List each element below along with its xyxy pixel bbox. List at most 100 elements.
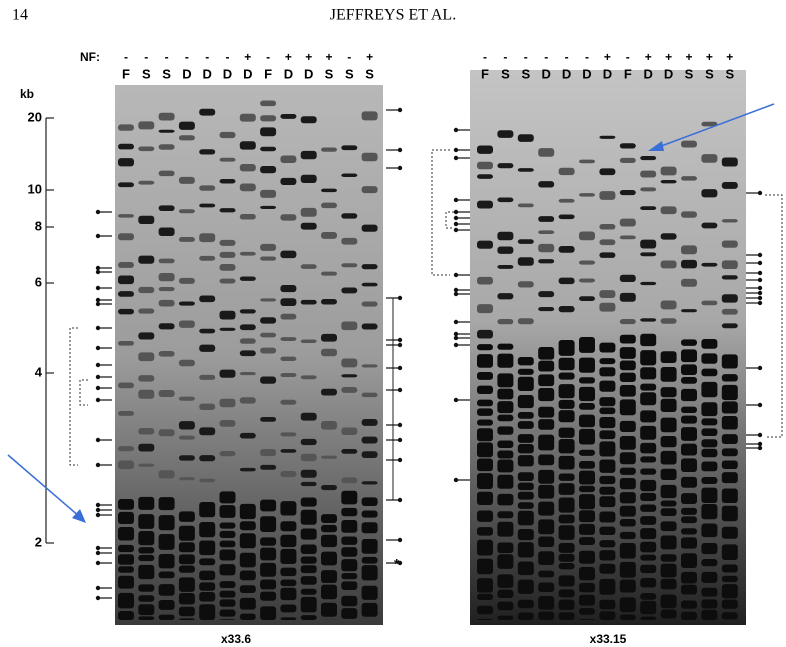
band: [199, 403, 216, 411]
band: [599, 168, 616, 176]
band: [579, 582, 595, 593]
bracket: [69, 327, 88, 466]
lane-label: D: [644, 66, 653, 81]
lane-sign: +: [305, 50, 312, 64]
band: [341, 490, 358, 505]
band: [219, 590, 236, 598]
band: [158, 533, 175, 550]
band: [558, 399, 575, 409]
band: [497, 426, 514, 435]
band: [260, 332, 277, 338]
band: [199, 328, 216, 334]
band: [497, 319, 514, 325]
band: [138, 584, 155, 592]
band: [619, 189, 636, 196]
band: [178, 593, 195, 605]
band: [361, 556, 378, 564]
band: [341, 386, 358, 393]
band: [477, 491, 493, 506]
band: [178, 455, 195, 461]
lane-label: S: [325, 66, 334, 81]
band: [219, 522, 236, 529]
band: [660, 318, 677, 324]
band: [579, 159, 595, 164]
band: [239, 397, 256, 404]
band: [158, 258, 175, 264]
band: [158, 129, 175, 133]
band: [239, 276, 256, 281]
band: [701, 262, 718, 267]
lane-sign: -: [165, 50, 169, 64]
band: [701, 448, 718, 458]
band: [721, 157, 738, 167]
band: [321, 271, 337, 276]
band: [239, 552, 256, 568]
band: [640, 578, 657, 588]
lane-label: S: [142, 66, 151, 81]
band: [681, 388, 697, 402]
band: [579, 550, 595, 564]
lane-sign: -: [483, 50, 487, 64]
band: [118, 275, 134, 285]
band: [361, 481, 378, 485]
band: [178, 121, 195, 130]
band: [178, 511, 195, 522]
band: [701, 121, 718, 127]
lane-sign: -: [266, 50, 270, 64]
band: [619, 542, 636, 559]
band: [178, 277, 195, 284]
band: [721, 460, 738, 470]
allele-dot: [453, 272, 459, 278]
band: [599, 367, 616, 377]
band: [660, 436, 677, 448]
allele-dot: [453, 147, 459, 153]
band: [517, 318, 534, 325]
lane-sign: -: [524, 50, 528, 64]
band: [599, 459, 616, 473]
band: [599, 611, 616, 620]
band: [497, 343, 514, 350]
band: [341, 287, 358, 294]
band: [118, 511, 134, 524]
band: [300, 264, 317, 269]
band: [260, 347, 277, 354]
band: [640, 528, 657, 540]
band: [219, 251, 236, 258]
band: [721, 260, 738, 270]
band: [341, 173, 358, 178]
band: [341, 507, 358, 517]
lane-label: D: [582, 66, 591, 81]
band: [280, 567, 297, 577]
band: [219, 491, 236, 504]
band: [701, 504, 718, 520]
lane-sign: -: [565, 50, 569, 64]
allele-dot: [95, 595, 101, 601]
band: [280, 399, 297, 405]
band: [300, 174, 317, 183]
band: [138, 308, 155, 314]
band: [660, 398, 677, 413]
band: [178, 209, 195, 214]
allele-dot: [95, 512, 101, 518]
band: [300, 412, 317, 421]
band: [118, 544, 134, 553]
band: [118, 382, 134, 389]
band: [477, 304, 493, 314]
band: [517, 168, 534, 172]
lane-label: S: [521, 66, 530, 81]
band: [538, 570, 555, 578]
band: [599, 511, 616, 523]
band: [681, 507, 697, 515]
band: [138, 496, 155, 510]
band: [660, 260, 677, 269]
band: [497, 353, 514, 368]
band: [321, 455, 337, 459]
lane-label: S: [705, 66, 714, 81]
band: [361, 497, 378, 507]
band: [721, 505, 738, 522]
band: [280, 285, 297, 293]
lane-sign: -: [544, 50, 548, 64]
lane-sign: +: [244, 50, 251, 64]
band: [619, 561, 636, 578]
lane-label: F: [624, 66, 632, 81]
